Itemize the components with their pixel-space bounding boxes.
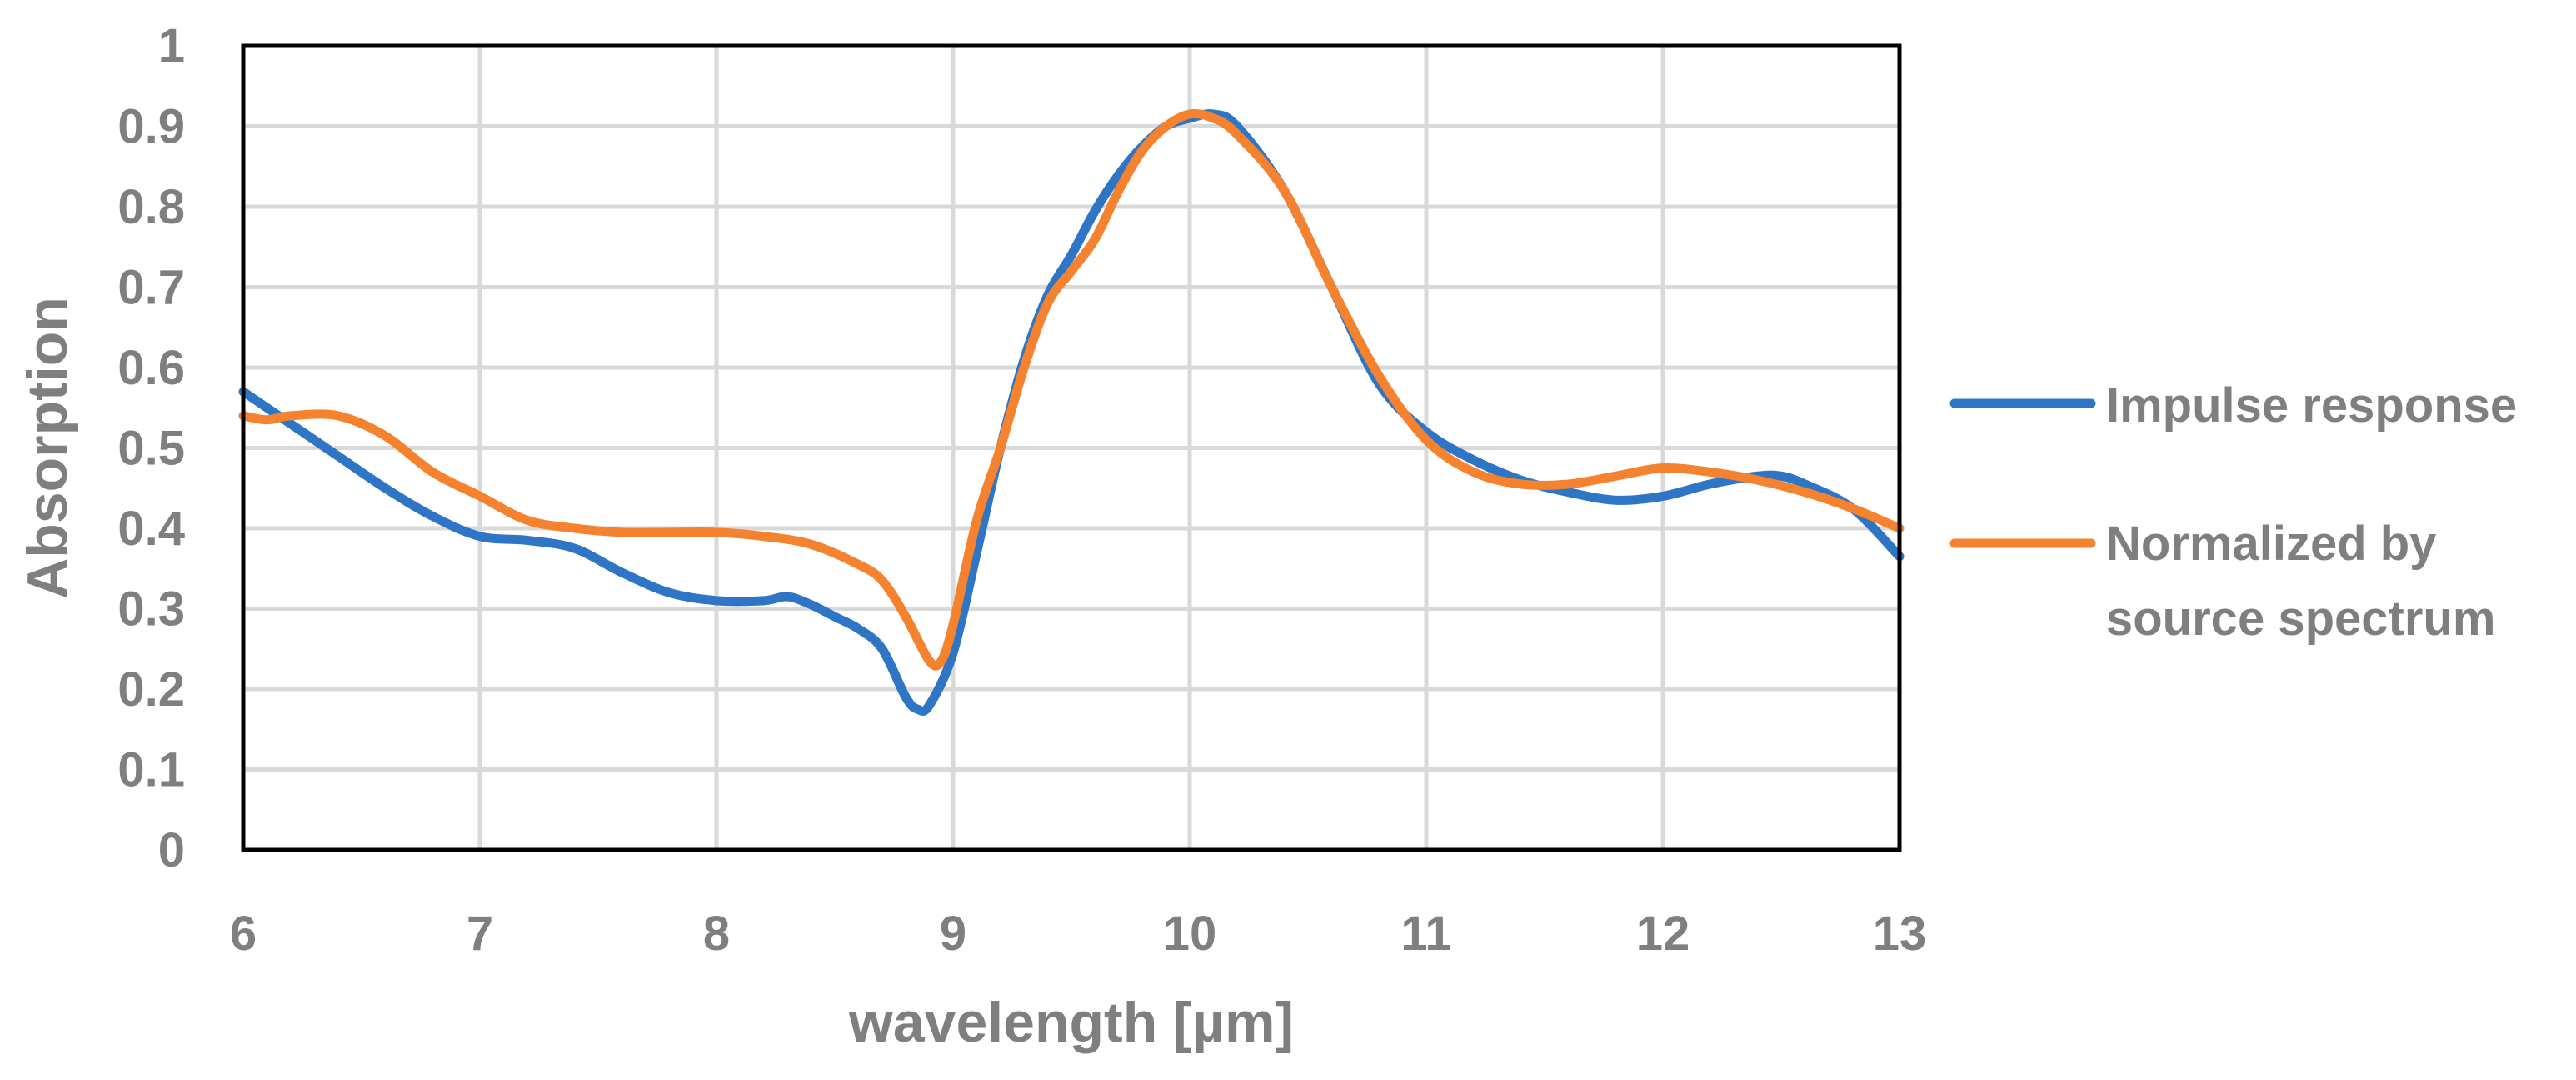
x-tick-label: 6 (230, 907, 257, 961)
legend: Impulse response Normalized by source spec… (1949, 378, 2517, 646)
x-axis-ticks: 6 7 8 9 10 11 12 13 (230, 907, 1926, 961)
y-tick-label: 1 (158, 19, 185, 73)
y-tick-label: 0.3 (117, 582, 185, 637)
series-line-1 (238, 109, 1905, 716)
y-tick-label: 0.4 (117, 502, 185, 556)
y-tick-label: 0.7 (117, 261, 185, 315)
x-tick-label: 10 (1163, 907, 1217, 961)
y-tick-label: 0.6 (117, 341, 185, 395)
y-tick-label: 0.2 (117, 662, 185, 717)
series-line-2 (238, 109, 1905, 671)
x-tick-label: 8 (703, 907, 730, 961)
y-axis-title: Absorption (16, 297, 79, 599)
y-axis-ticks: 0 0.1 0.2 0.3 0.4 0.5 0.6 0.7 0.8 0.9 1 (117, 19, 185, 878)
x-tick-label: 13 (1873, 907, 1927, 961)
legend-label-1: Impulse response (2106, 378, 2517, 432)
x-axis-title: wavelength [µm] (848, 991, 1294, 1054)
legend-label-2: Normalized by source spectrum (2106, 517, 2495, 646)
x-tick-label: 11 (1400, 907, 1451, 961)
plot-area-frame (241, 43, 1902, 852)
x-tick-label: 12 (1636, 907, 1690, 961)
y-tick-label: 0.1 (117, 743, 185, 798)
grid (243, 46, 1900, 850)
y-tick-label: 0.5 (117, 422, 185, 476)
x-tick-label: 7 (467, 907, 493, 961)
y-tick-label: 0.9 (117, 100, 185, 154)
series-lines (238, 109, 1905, 716)
y-tick-label: 0 (158, 823, 185, 878)
x-tick-label: 9 (940, 907, 966, 961)
y-tick-label: 0.8 (117, 180, 185, 234)
